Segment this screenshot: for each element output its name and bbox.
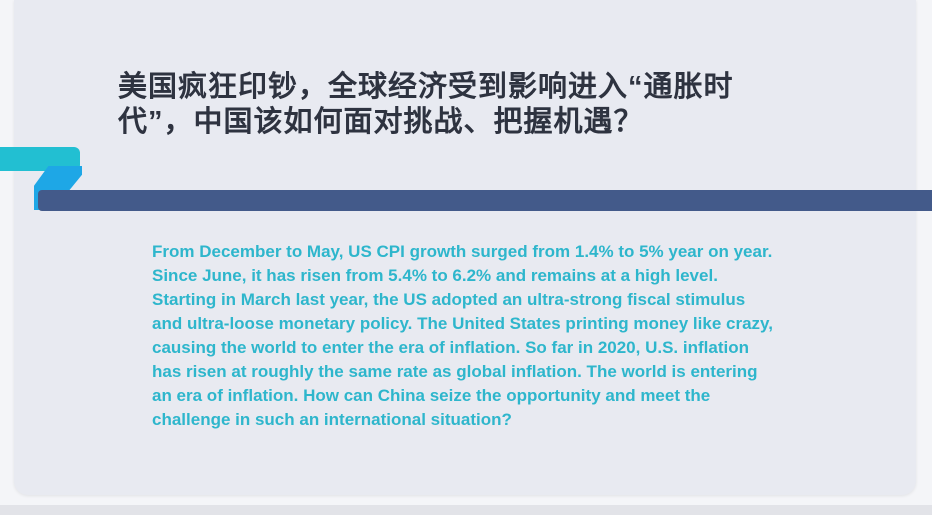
- body-line: and ultra-loose monetary policy. The Uni…: [152, 314, 773, 333]
- body-line: Since June, it has risen from 5.4% to 6.…: [152, 266, 718, 285]
- body-line: From December to May, US CPI growth surg…: [152, 242, 773, 261]
- body-paragraph: From December to May, US CPI growth surg…: [152, 240, 852, 432]
- divider-bar: [38, 190, 932, 211]
- slide-title: 美国疯狂印钞，全球经济受到影响进入“通胀时代”，中国该如何面对挑战、把握机遇？: [118, 71, 734, 138]
- body-line: challenge in such an international situa…: [152, 410, 512, 429]
- bottom-strip: [0, 505, 932, 515]
- body-line: has risen at roughly the same rate as gl…: [152, 362, 758, 381]
- slide-card: [14, 0, 916, 495]
- body-line: an era of inflation. How can China seize…: [152, 386, 711, 405]
- body-line: Starting in March last year, the US adop…: [152, 290, 746, 309]
- body-line: causing the world to enter the era of in…: [152, 338, 749, 357]
